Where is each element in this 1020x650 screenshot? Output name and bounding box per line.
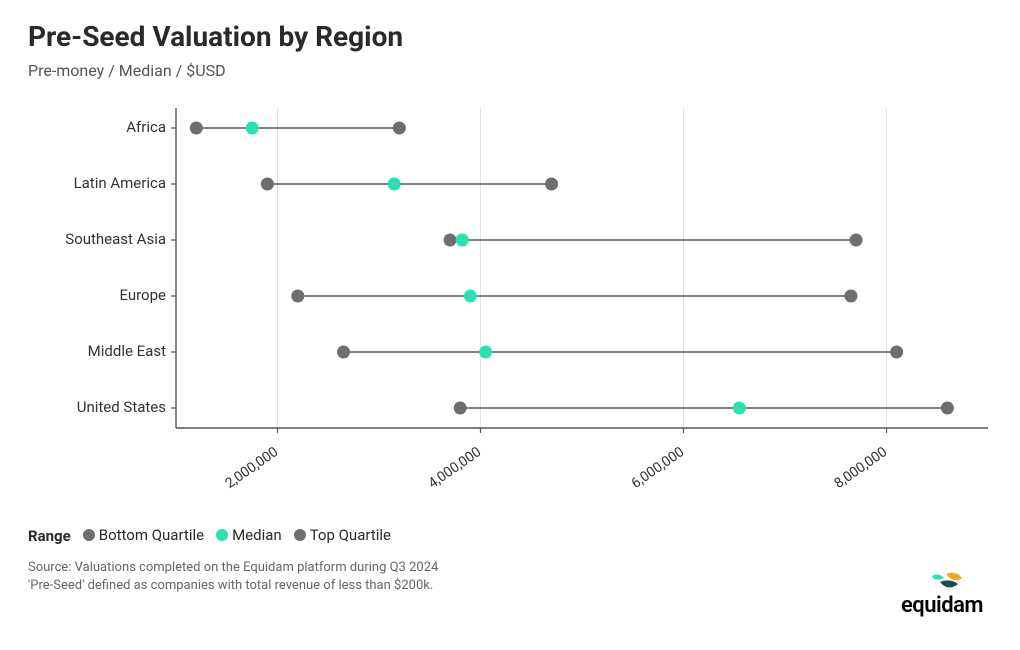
legend-dot-icon [216,529,228,541]
x-tick-label: 2,000,000 [222,444,281,492]
top-quartile-dot [850,234,863,247]
median-dot [456,234,469,247]
x-tick-label: 8,000,000 [831,444,890,492]
subtitle: Pre-money / Median / $USD [28,61,992,80]
legend-label: Bottom Quartile [99,526,204,544]
top-quartile-dot [545,178,558,191]
bottom-quartile-dot [261,178,274,191]
bottom-quartile-dot [444,234,457,247]
source-line-1: Source: Valuations completed on the Equi… [28,559,992,577]
top-quartile-dot [844,290,857,303]
bottom-quartile-dot [337,346,350,359]
x-tick-label: 6,000,000 [628,444,687,492]
bottom-quartile-dot [291,290,304,303]
legend: Range Bottom Quartile Median Top Quartile [28,526,992,545]
bottom-quartile-dot [454,402,467,415]
legend-item: Top Quartile [294,526,391,544]
y-tick-label: Middle East [88,342,166,360]
legend-dot-icon [294,529,306,541]
brand-logo: equidam [892,568,992,622]
legend-item: Median [216,526,282,544]
median-dot [733,402,746,415]
equidam-logo-icon: equidam [892,568,992,618]
y-tick-label: Europe [119,286,166,304]
page-title: Pre-Seed Valuation by Region [28,20,992,53]
source-line-2: 'Pre-Seed' defined as companies with tot… [28,577,992,595]
median-dot [464,290,477,303]
y-tick-label: Latin America [74,174,166,192]
legend-label: Median [232,526,282,544]
top-quartile-dot [393,122,406,135]
top-quartile-dot [890,346,903,359]
legend-title: Range [28,527,71,545]
x-tick-label: 4,000,000 [425,444,484,492]
legend-dot-icon [83,529,95,541]
top-quartile-dot [941,402,954,415]
median-dot [246,122,259,135]
y-tick-label: Africa [126,118,166,136]
chart-area: 2,000,000 4,000,000 6,000,000 8,000,000 Afri… [28,108,988,508]
median-dot [479,346,492,359]
y-tick-label: Southeast Asia [65,230,166,248]
y-tick-label: United States [77,398,166,416]
bottom-quartile-dot [190,122,203,135]
legend-item: Bottom Quartile [83,526,204,544]
legend-label: Top Quartile [310,526,391,544]
median-dot [388,178,401,191]
brand-name: equidam [901,593,983,618]
source-text: Source: Valuations completed on the Equi… [28,559,992,595]
